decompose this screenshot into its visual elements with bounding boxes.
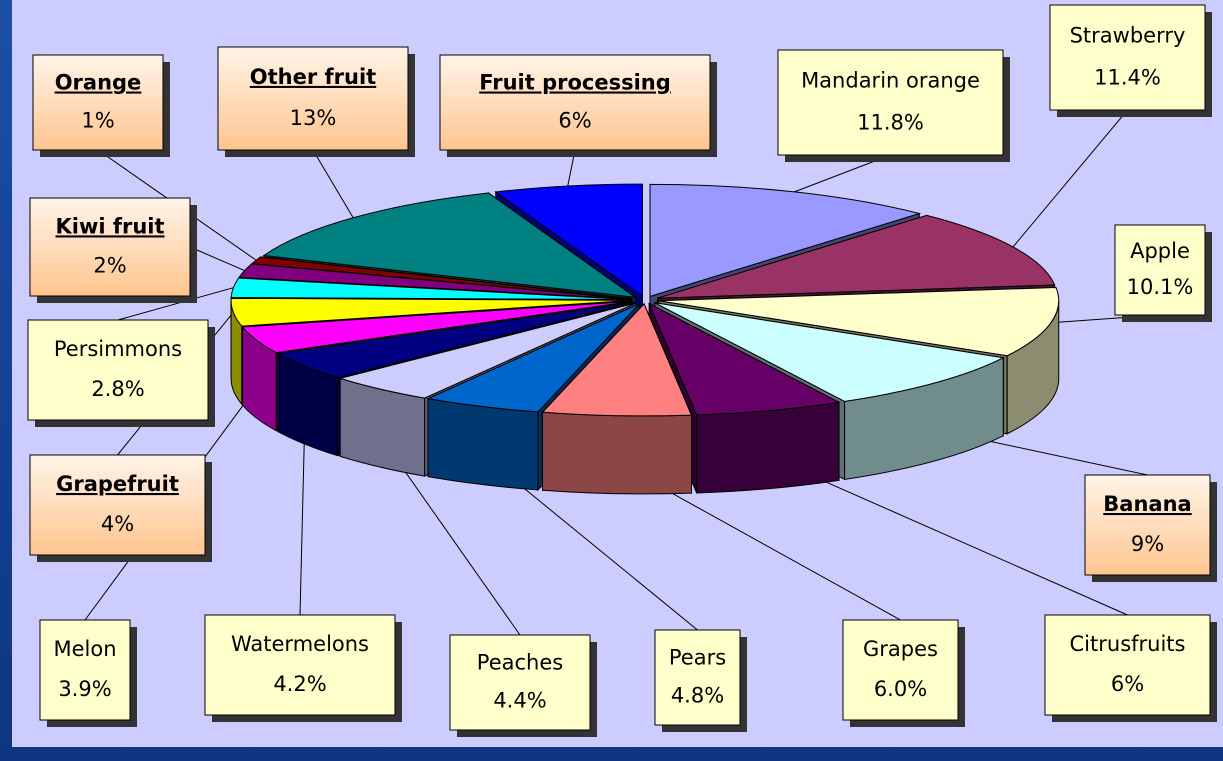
label-name: Other fruit [250, 65, 376, 89]
label-box [39, 619, 131, 721]
label-box [204, 614, 396, 716]
slice [541, 303, 693, 417]
slice-side [696, 401, 840, 494]
label-name: Persimmons [54, 337, 182, 361]
slice [426, 303, 640, 413]
slice [262, 192, 637, 298]
leader-line [299, 412, 306, 616]
slice [241, 300, 632, 354]
leader-line [769, 456, 1128, 616]
label-name: Kiwi fruit [55, 214, 164, 238]
slice [230, 277, 632, 301]
label-box [439, 54, 711, 151]
label-box [32, 54, 164, 151]
slice [494, 183, 643, 298]
label-box [29, 197, 191, 297]
label-box [842, 619, 959, 721]
leader-line [312, 149, 354, 219]
label-name: Melon [53, 637, 116, 661]
label-box [777, 49, 1004, 156]
label-name: Mandarin orange [801, 69, 980, 93]
label-name: Fruit processing [479, 71, 671, 95]
label-name: Pears [669, 646, 726, 670]
label-box [654, 629, 741, 726]
label-value: 6% [1111, 672, 1144, 696]
label-box [1114, 224, 1206, 316]
label-value: 3.9% [58, 677, 111, 701]
label-name: Grapefruit [56, 472, 179, 496]
slice [658, 286, 1060, 357]
slice [230, 297, 632, 327]
label-value: 4.2% [273, 672, 326, 696]
label-value: 11.8% [857, 111, 924, 135]
leader-line [117, 287, 234, 321]
label-name: Citrusfruits [1070, 632, 1186, 656]
label-name: Peaches [477, 651, 563, 675]
label-value: 4.4% [493, 689, 546, 713]
slice [649, 183, 922, 298]
slice [657, 214, 1056, 299]
label-value: 1% [81, 109, 114, 133]
label-box [449, 634, 591, 731]
slice [250, 256, 632, 300]
label-name: Grapes [863, 637, 938, 661]
label-value: 10.1% [1127, 275, 1194, 299]
label-value: 2.8% [91, 377, 144, 401]
slice [276, 301, 634, 379]
slice [654, 302, 1005, 402]
label-value: 4.8% [671, 684, 724, 708]
label-name: Watermelons [231, 632, 369, 656]
label-box [217, 46, 409, 151]
label-name: Strawberry [1070, 24, 1186, 48]
label-box [1084, 474, 1211, 576]
slice [338, 302, 637, 399]
leader-line [1012, 109, 1128, 248]
slice-side [542, 411, 692, 495]
label-box [1044, 614, 1211, 716]
label-box [1049, 4, 1206, 111]
label-box [29, 454, 206, 556]
label-value: 11.4% [1094, 66, 1161, 90]
label-value: 9% [1131, 532, 1164, 556]
slice [648, 302, 841, 416]
slice-side [427, 398, 539, 491]
label-box [27, 319, 209, 421]
label-value: 2% [93, 254, 126, 278]
leader-line [189, 246, 245, 272]
label-name: Orange [55, 71, 142, 95]
label-value: 4% [101, 512, 134, 536]
label-name: Banana [1103, 492, 1191, 516]
label-value: 13% [290, 106, 337, 130]
label-name: Apple [1130, 239, 1190, 263]
label-value: 6% [558, 109, 591, 133]
label-value: 6.0% [874, 677, 927, 701]
